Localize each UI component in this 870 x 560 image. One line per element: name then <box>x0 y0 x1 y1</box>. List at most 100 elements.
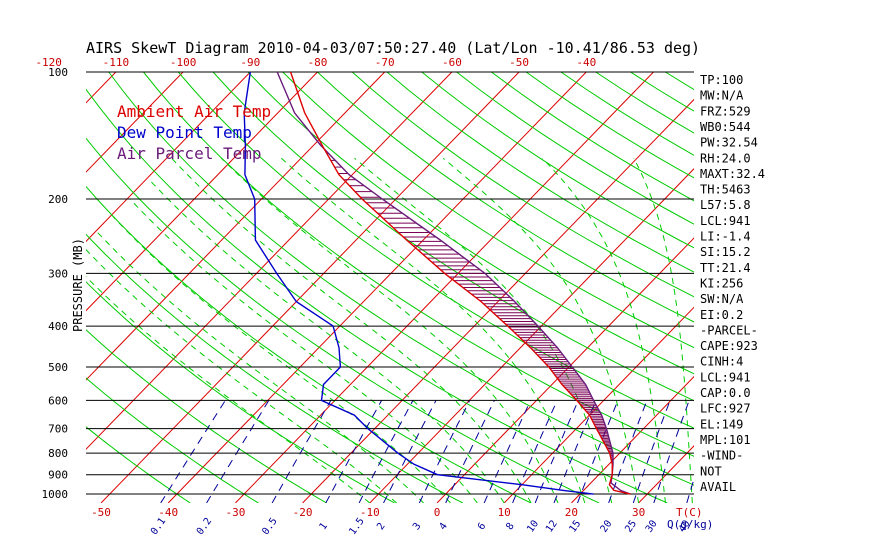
dry-adiabat <box>351 72 694 298</box>
mixing-ratio-tick-label: 15 <box>567 518 583 534</box>
stat-item: TH:5463 <box>700 183 751 197</box>
bottom-temp-tick-label: -50 <box>91 506 111 519</box>
isotherm-line <box>86 72 184 173</box>
moist-adiabat <box>633 157 693 503</box>
mixing-ratio-line <box>418 400 471 503</box>
y-axis-label: PRESSURE (MB) <box>71 238 85 332</box>
mixing-ratio-tick-label: 3 <box>411 521 423 532</box>
moist-adiabat <box>171 157 532 503</box>
pressure-tick-label: 400 <box>48 320 68 333</box>
mixing-ratio-tick-label: 20 <box>599 518 615 534</box>
mixing-ratio-line <box>445 400 495 503</box>
dry-adiabat <box>86 426 191 503</box>
mixing-ratio-tick-label: 30 <box>644 518 660 534</box>
bottom-temp-tick-label: -20 <box>293 506 313 519</box>
mixing-ratio-line <box>271 400 332 503</box>
dry-adiabat <box>282 72 694 349</box>
stat-item: LI:-1.4 <box>700 230 751 244</box>
stat-item: SW:N/A <box>700 292 744 306</box>
pressure-tick-label: 300 <box>48 267 68 280</box>
stat-item: MPL:101 <box>700 433 751 447</box>
isotherm-line <box>503 306 694 503</box>
dry-adiabat <box>421 72 694 249</box>
pressure-tick-label: 900 <box>48 469 68 482</box>
moist-adiabat <box>86 275 371 503</box>
pressure-tick-label: 100 <box>48 66 68 79</box>
moist-adiabat <box>148 179 505 503</box>
mixing-ratio-tick-label: 1.5 <box>347 516 366 537</box>
mixing-ratio-tick-label: 0.5 <box>260 516 279 537</box>
mixing-ratio-line <box>160 400 226 503</box>
stat-item: TT:21.4 <box>700 261 751 275</box>
dry-adiabat <box>86 88 668 503</box>
isotherm-line <box>571 375 694 503</box>
stat-item: PW:32.54 <box>700 136 758 150</box>
isotherm-line <box>436 237 694 503</box>
dry-adiabat <box>665 72 694 91</box>
bottom-temp-tick-label: -40 <box>158 506 178 519</box>
moist-adiabat <box>541 157 666 503</box>
isotherm-line <box>86 72 251 243</box>
mixing-ratio-tick-label: 4 <box>437 521 449 532</box>
pressure-tick-label: 600 <box>48 394 68 407</box>
profile-series <box>243 72 631 495</box>
dry-adiabat <box>86 185 532 503</box>
stat-item: LFC:927 <box>700 402 751 416</box>
bottom-temp-tick-label: 0 <box>434 506 441 519</box>
moist-adiabat <box>112 216 451 503</box>
isotherm-line <box>86 72 453 450</box>
stat-item: KI:256 <box>700 276 743 290</box>
pressure-tick-label: 800 <box>48 447 68 460</box>
moist-adiabat <box>220 157 559 503</box>
dry-adiabat <box>386 72 694 273</box>
moist-adiabat <box>442 157 640 503</box>
series-ambient-air-temp <box>289 72 631 495</box>
pressure-tick-labels: 100 200 300 400 500 600 700 800 900 1000 <box>42 66 69 501</box>
pressure-tick-label: 500 <box>48 361 68 374</box>
mixing-ratio-line <box>206 400 270 503</box>
bottom-temp-tick-labels: -50 -40 -30 -20 -10 0 10 20 30 <box>91 506 645 519</box>
stat-item: MAXT:32.4 <box>700 167 765 181</box>
mixing-ratio-line <box>325 400 383 503</box>
mixing-ratio-line <box>577 400 619 503</box>
dry-adiabat <box>86 233 464 503</box>
dry-adiabat <box>108 72 694 486</box>
top-temp-tick-label: -70 <box>375 56 395 69</box>
isotherm-line <box>167 72 587 503</box>
stat-item: -PARCEL- <box>700 323 758 337</box>
dry-adiabat <box>86 377 259 503</box>
bottom-temp-tick-label: -30 <box>225 506 245 519</box>
top-temp-tick-labels: -120 -110 -100 -90 -80 -70 -60 -50 -40 <box>35 56 596 69</box>
dry-adiabat <box>804 72 870 503</box>
mixing-ratio-tick-label: 25 <box>623 518 639 534</box>
isobar-lines <box>86 71 694 495</box>
top-temp-tick-label: -100 <box>170 56 197 69</box>
isotherm-line <box>302 98 694 503</box>
stat-item: FRZ:529 <box>700 104 751 118</box>
stat-item: WB0:544 <box>700 120 751 134</box>
stat-item: L57:5.8 <box>700 198 751 212</box>
dry-adiabat <box>143 72 694 457</box>
stat-item: LCL:941 <box>700 214 751 228</box>
dry-adiabat <box>839 72 870 503</box>
mixing-ratio-tick-label: 0.2 <box>195 516 214 537</box>
mixing-ratio-line <box>534 400 579 503</box>
bottom-temp-tick-label: 30 <box>632 506 645 519</box>
mixing-ratio-tick-label: 1 <box>318 521 330 532</box>
mixing-ratio-tick-label: 6 <box>476 521 488 532</box>
top-temp-tick-label: -50 <box>509 56 529 69</box>
mixing-ratio-tick-label: 2 <box>375 521 387 532</box>
isotherm-line <box>86 72 318 312</box>
legend: Ambient Air Temp Dew Point Temp Air Parc… <box>117 102 271 163</box>
pressure-tick-label: 700 <box>48 423 68 436</box>
stat-item: -WIND- <box>700 449 743 463</box>
bottom-temp-tick-label: 20 <box>565 506 578 519</box>
isotherm-line <box>773 72 870 503</box>
moist-adiabat <box>354 157 613 503</box>
stat-item: LCL:941 <box>700 370 751 384</box>
stat-item: EL:149 <box>700 417 743 431</box>
stat-item: CAPE:923 <box>700 339 758 353</box>
series-dew-point-temp <box>243 72 594 495</box>
